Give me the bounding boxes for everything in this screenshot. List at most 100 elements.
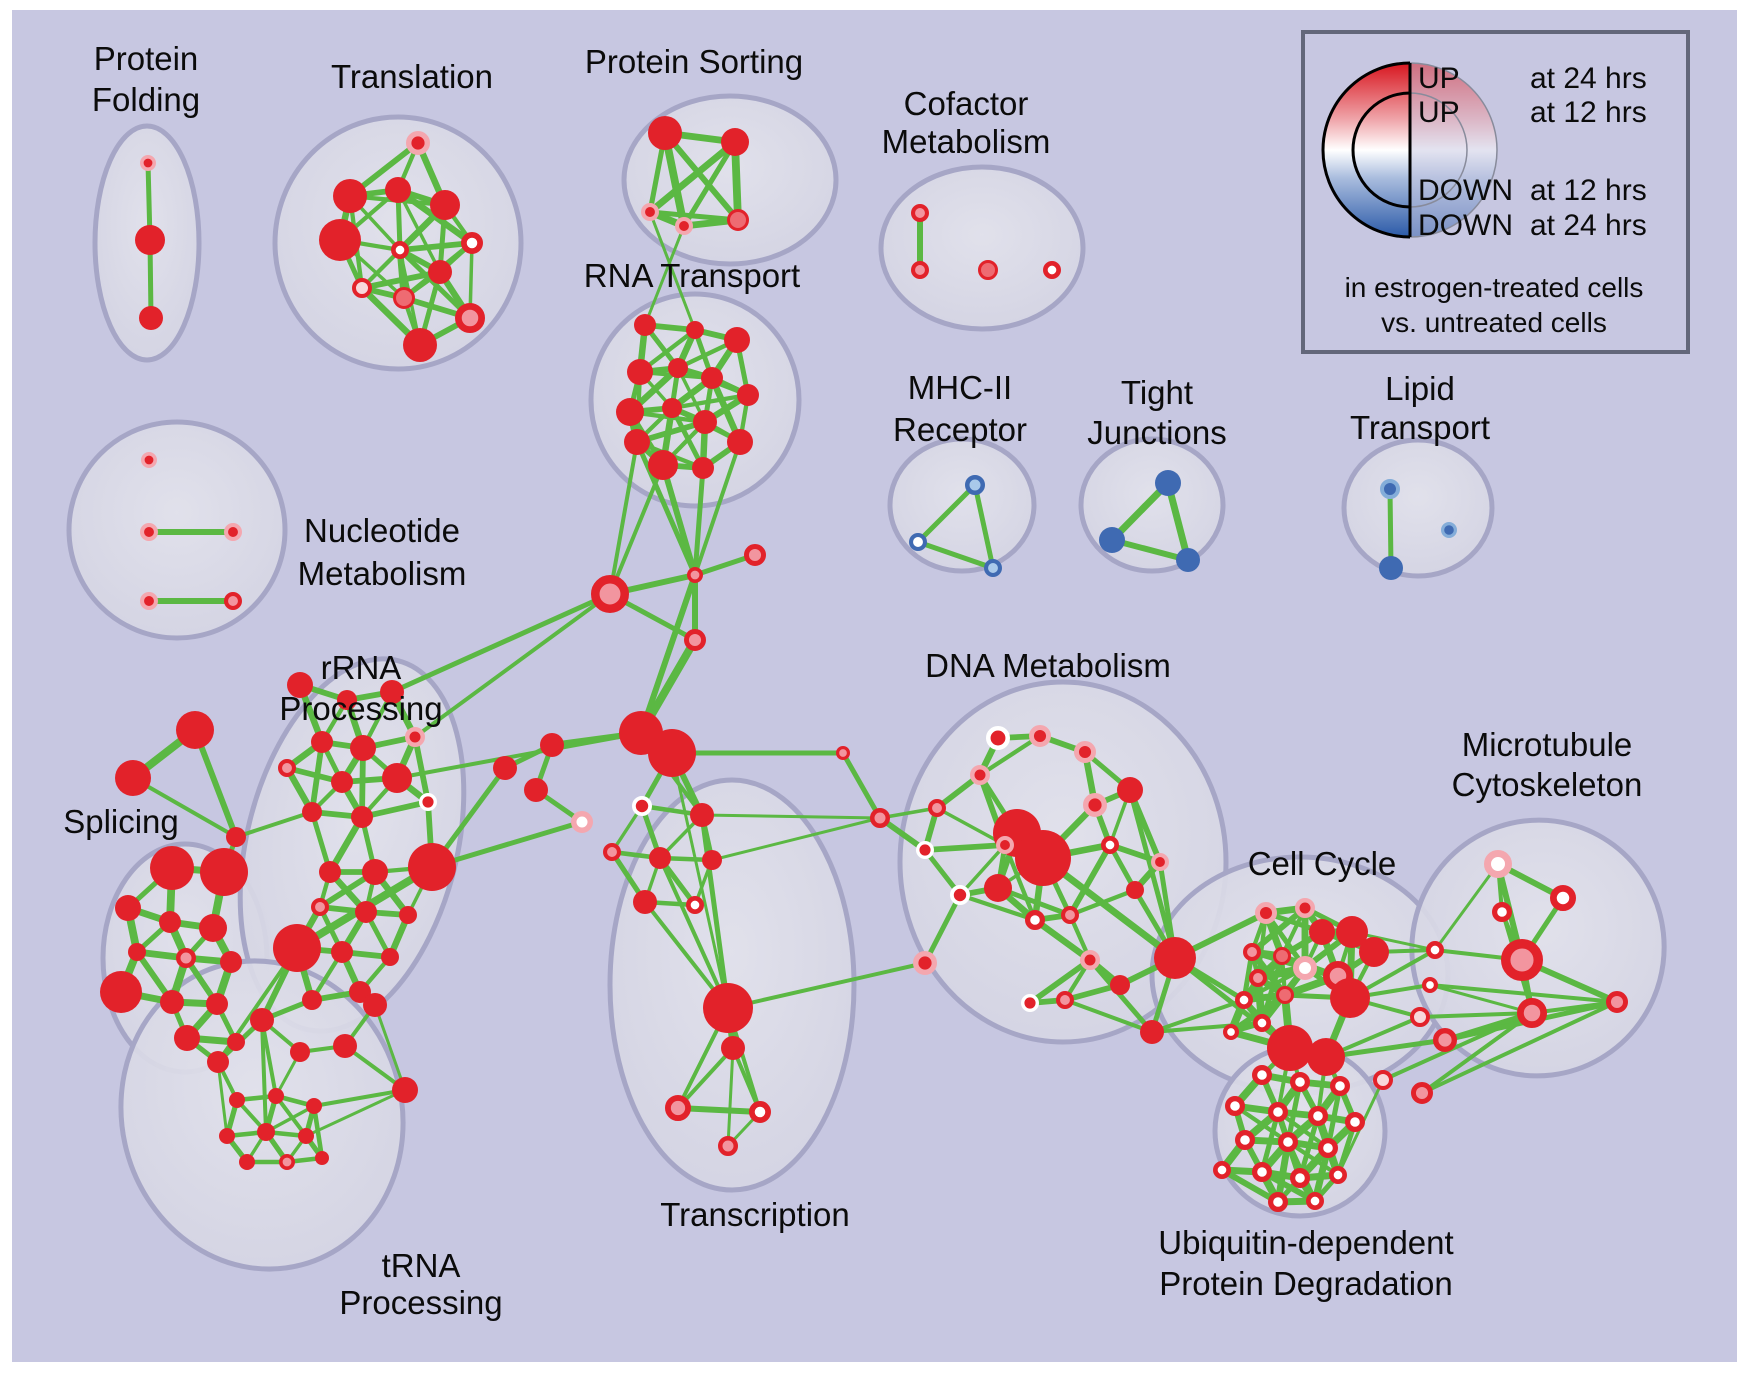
node-cf-0 <box>911 203 930 222</box>
cluster-labels-layer: Protein Folding Translation Protein Sorting… <box>63 40 1642 1321</box>
cluster-label-pf-line1: Folding <box>92 81 200 118</box>
node-lt-0 <box>1380 479 1400 499</box>
node-cc-0 <box>1254 901 1277 924</box>
node-ct-7 <box>524 778 548 802</box>
node-ub-3 <box>1224 1095 1245 1116</box>
node-tr-8 <box>306 1098 322 1114</box>
node-rt-2 <box>724 327 750 353</box>
edge <box>915 482 978 545</box>
node-tx-0 <box>632 796 653 817</box>
node-ct-10 <box>836 746 851 761</box>
edge <box>1063 998 1154 1034</box>
node-ub-12 <box>1289 1167 1310 1188</box>
edge <box>1027 957 1093 1006</box>
cluster-label-ub-line0: Ubiquitin-dependent <box>1158 1224 1453 1261</box>
node-ub-1 <box>1289 1071 1310 1092</box>
edge <box>131 776 238 839</box>
node-tl-1 <box>333 179 367 213</box>
node-tx-7 <box>703 983 753 1033</box>
node-cc-7 <box>1293 956 1317 980</box>
node-rt-1 <box>686 321 704 339</box>
node-ub-15 <box>1305 1191 1324 1210</box>
node-rr-16 <box>355 901 377 923</box>
legend-direction-0: UP <box>1418 62 1460 95</box>
edge <box>216 1060 229 1138</box>
edge <box>608 440 639 596</box>
node-rr-8 <box>382 763 412 793</box>
edge <box>977 733 1043 778</box>
node-dm-21 <box>1021 994 1040 1013</box>
edge <box>1428 983 1619 1004</box>
edge <box>1387 486 1394 571</box>
edge <box>1219 1167 1281 1205</box>
node-ct-1 <box>743 543 766 566</box>
node-dm-12 <box>1100 836 1119 855</box>
node-ps-0 <box>648 116 682 150</box>
cluster-label-rr-line1: Processing <box>279 690 442 727</box>
cluster-label-cc-line0: Cell Cycle <box>1248 845 1397 882</box>
edge <box>634 439 698 578</box>
node-rr-11 <box>418 793 437 812</box>
node-tl-2 <box>385 177 411 203</box>
edge <box>389 591 613 695</box>
edge <box>675 1105 763 1115</box>
edge <box>234 810 314 839</box>
edge <box>373 1003 407 1092</box>
node-mt-2 <box>1491 901 1512 922</box>
node-cc-18 <box>1410 1007 1430 1027</box>
legend-footer-line-1: vs. untreated cells <box>1381 307 1607 338</box>
edge <box>1087 957 1155 1035</box>
edge <box>699 812 731 1011</box>
edge <box>957 892 1038 923</box>
node-ub-10 <box>1212 1160 1231 1179</box>
node-sp-12 <box>160 990 184 1014</box>
node-ub-4 <box>1267 1101 1288 1122</box>
edge <box>700 813 882 820</box>
node-tr-6 <box>229 1092 245 1108</box>
node-ub-2 <box>1329 1075 1350 1096</box>
legend-time-3: at 24 hrs <box>1530 209 1647 242</box>
legend: UP at 24 hrs UP at 12 hrs DOWN at 12 hrs DOWN a… <box>1301 30 1690 354</box>
node-cc-6 <box>1273 947 1291 965</box>
edge <box>413 592 612 739</box>
node-rt-8 <box>662 398 682 418</box>
node-ub-9 <box>1317 1137 1338 1158</box>
legend-box <box>1301 30 1690 354</box>
node-dm-0 <box>870 808 890 828</box>
cluster-label-ps-line0: Protein Sorting <box>585 43 803 80</box>
node-tx-8 <box>721 1036 745 1060</box>
legend-time-1: at 12 hrs <box>1530 96 1647 129</box>
node-tr-0 <box>250 1008 274 1032</box>
cluster-label-pf-line0: Protein <box>94 40 199 77</box>
node-ub-7 <box>1234 1129 1255 1150</box>
edge <box>922 892 963 966</box>
node-pf-0 <box>140 155 157 172</box>
edge <box>646 138 739 216</box>
node-dm-20 <box>1080 950 1100 970</box>
edge <box>608 463 665 596</box>
edge <box>304 1088 407 1138</box>
node-mh-1 <box>909 533 928 552</box>
node-tr-4 <box>363 993 387 1017</box>
node-sp-8 <box>128 943 146 961</box>
node-tx-1 <box>690 803 714 827</box>
node-dm-10 <box>996 836 1015 855</box>
cluster-label-tl-line0: Translation <box>331 58 493 95</box>
node-tl-0 <box>406 130 431 155</box>
node-mt-3 <box>1500 938 1543 981</box>
node-cc-13 <box>1252 1014 1271 1033</box>
node-tx-9 <box>664 1095 691 1122</box>
node-mt-1 <box>1550 885 1577 912</box>
node-ct-3 <box>683 628 706 651</box>
node-tx-3 <box>649 847 671 869</box>
node-rr-21 <box>302 990 322 1010</box>
edge <box>726 1046 735 1148</box>
node-cc-5 <box>1243 943 1262 962</box>
node-tl-6 <box>390 240 409 259</box>
node-dm-25 <box>1140 1020 1164 1044</box>
node-dm-19 <box>913 951 938 976</box>
node-tr-13 <box>278 1154 295 1171</box>
node-rt-0 <box>634 314 656 336</box>
